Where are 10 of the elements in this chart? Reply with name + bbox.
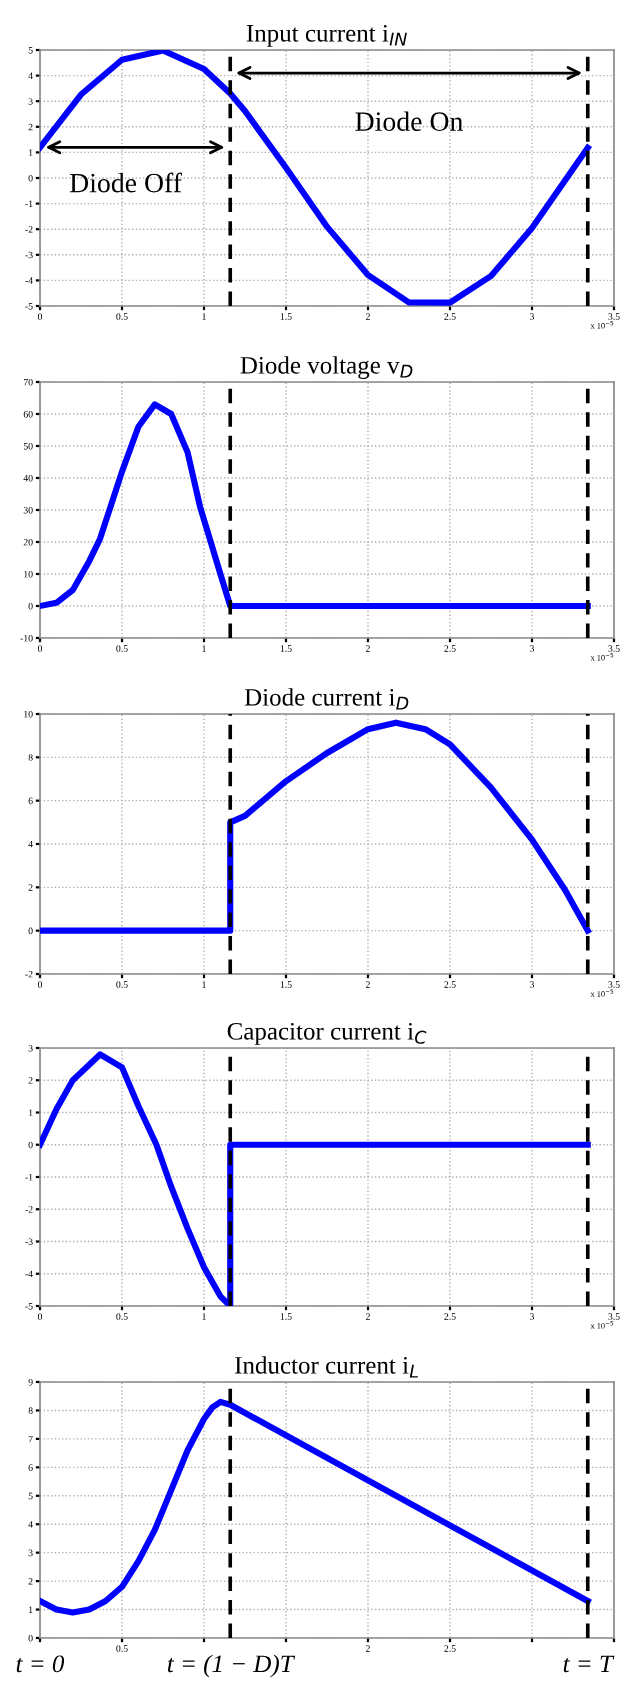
chart-title: Diode voltage v$_{D}$ [240, 356, 413, 379]
text: t = (1 − D)T [167, 1654, 296, 1678]
annotation: Diode On [355, 111, 463, 131]
annotation: Diode Off [69, 172, 183, 193]
text: t = T [563, 1655, 615, 1673]
chart-title: Diode current i$_{D}$ [244, 688, 409, 710]
chart-title: Input current i$_{IN}$ [246, 24, 407, 47]
chart-title: Inductor current i$_{L}$ [235, 1356, 418, 1378]
text: t = 0 [16, 1655, 65, 1673]
chart-title: Capacitor current i$_{C}$ [227, 1022, 427, 1045]
